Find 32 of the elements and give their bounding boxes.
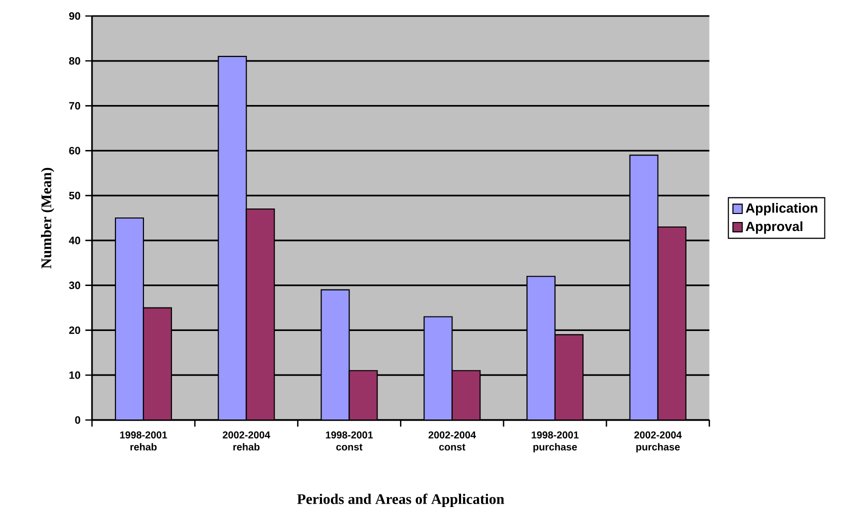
y-tick-label: 50 [69,192,80,200]
x-tick-label: 2002-2004 const [428,431,476,450]
bar [114,217,144,420]
x-tick-label: 2002-2004 purchase [634,431,682,452]
legend-label: Approval [746,221,802,234]
x-tick-label: 1998-2001 rehab [120,431,168,450]
y-tick-label: 60 [69,146,80,154]
bar [554,334,584,420]
legend-label: Application [746,203,818,216]
bar [320,289,350,420]
bar [629,154,658,420]
x-tick-label: 1998-2001 const [326,431,373,450]
x-axis-title: Periods and Areas of Application [297,494,504,508]
bar [142,307,172,420]
bar [424,316,453,420]
bar [348,370,378,420]
y-tick-label: 70 [69,102,80,110]
bar [218,56,247,420]
bar [452,370,481,420]
y-tick-label: 30 [69,282,80,290]
bar [657,226,686,420]
bar [526,276,556,420]
y-tick-label: 0 [75,416,80,424]
y-tick-label: 20 [69,326,80,334]
y-tick-label: 80 [69,57,80,65]
y-tick-label: 40 [68,236,80,244]
x-tick-label: 1998-2001 purchase [532,431,579,452]
x-tick-label: 2002-2004 rehab [222,431,270,450]
y-tick-label: 10 [69,371,80,379]
bar [246,208,275,420]
y-axis-title: Number (Mean) [40,168,54,268]
y-tick-label: 90 [69,12,80,20]
